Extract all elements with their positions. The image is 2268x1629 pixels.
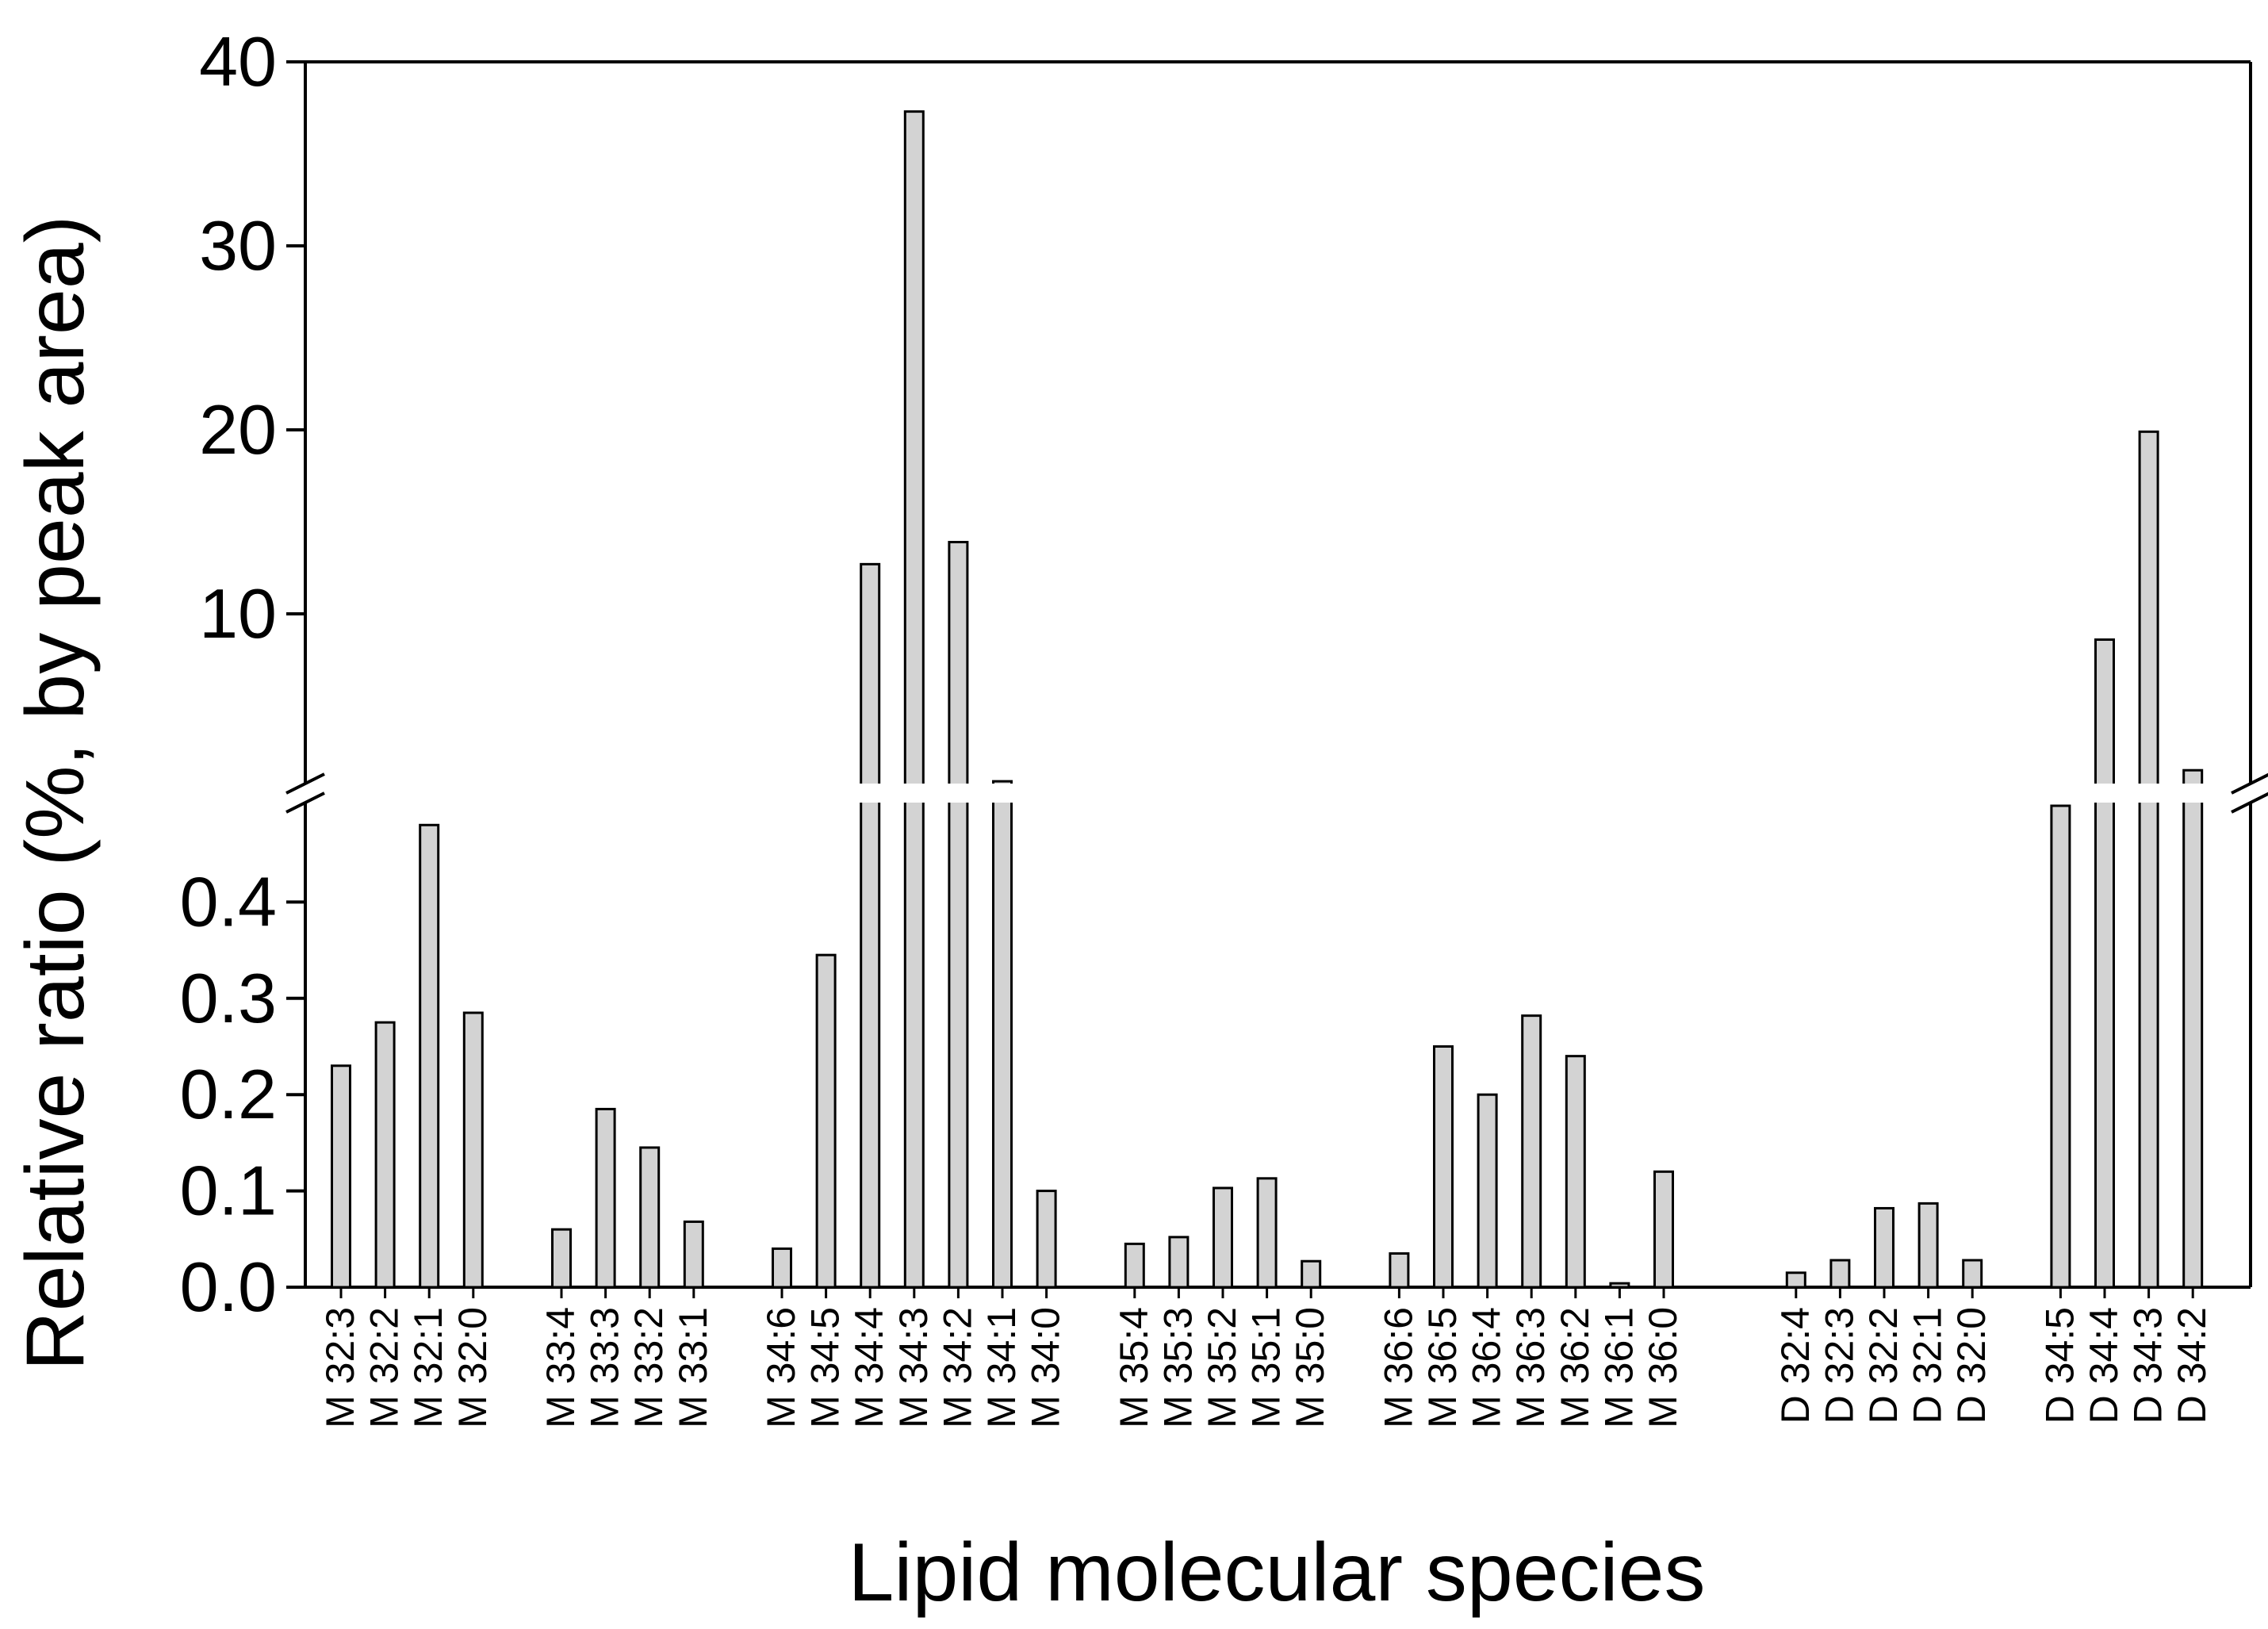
x-tick-label: M 34:6	[759, 1307, 803, 1428]
x-tick-label: D 34:4	[2082, 1307, 2126, 1424]
break-gap	[308, 784, 2247, 803]
x-tick-label: D 32:2	[1861, 1307, 1906, 1424]
x-tick-label: M 35:3	[1155, 1307, 1200, 1428]
lower-y-tick-label: 0.0	[180, 1248, 277, 1326]
bar-m-32-3	[331, 1064, 351, 1289]
bar-d-32-3	[1829, 1259, 1851, 1289]
x-tick-label: M 33:1	[671, 1307, 715, 1428]
x-tick-label: M 36:1	[1596, 1307, 1641, 1428]
bar-m-35-2	[1213, 1186, 1233, 1289]
x-tick-label: M 34:2	[935, 1307, 979, 1428]
right-break-mark	[2231, 772, 2268, 795]
bars	[331, 110, 2204, 1289]
x-tick-label: M 34:0	[1024, 1307, 1068, 1428]
y-axis-title: Relative ratio (%, by peak area)	[10, 216, 102, 1371]
bar-m-35-3	[1168, 1236, 1190, 1289]
bar-d-32-1	[1917, 1202, 1939, 1289]
x-tick-label: M 35:4	[1112, 1307, 1156, 1428]
x-tick-label: M 36:6	[1376, 1307, 1420, 1428]
x-tick-label: M 34:5	[803, 1307, 848, 1428]
left-break-mark	[285, 772, 325, 795]
x-tick-label: M 32:2	[362, 1307, 407, 1428]
left-break-mark	[285, 792, 325, 814]
bar-d-34-4	[2094, 638, 2115, 1289]
x-tick-label: M 36:2	[1553, 1307, 1597, 1428]
x-tick-label: D 34:2	[2170, 1307, 2214, 1424]
x-tick-label: D 32:4	[1773, 1307, 1818, 1424]
bar-m-33-1	[683, 1220, 704, 1289]
x-tick-label: M 35:1	[1244, 1307, 1289, 1428]
bar-d-34-5	[2050, 804, 2071, 1289]
bar-m-33-3	[595, 1107, 616, 1289]
x-tick-label: M 34:1	[979, 1307, 1024, 1428]
bar-m-34-2	[948, 541, 969, 1289]
bar-m-34-1	[992, 780, 1013, 1289]
bar-m-33-4	[551, 1228, 572, 1289]
x-tick-label: M 33:2	[626, 1307, 671, 1428]
lower-y-tick-label: 0.4	[180, 862, 277, 941]
x-tick-label: M 33:3	[583, 1307, 627, 1428]
x-tick-label: M 36:4	[1465, 1307, 1509, 1428]
x-tick-label: M 35:2	[1200, 1307, 1244, 1428]
upper-y-tick-label: 40	[199, 22, 277, 101]
upper-y-tick-label: 10	[199, 574, 277, 653]
bar-d-32-0	[1962, 1259, 1983, 1289]
x-tick-label: D 32:1	[1906, 1307, 1950, 1424]
x-tick-label: M 34:3	[891, 1307, 936, 1428]
bar-m-36-2	[1565, 1055, 1586, 1289]
lower-y-tick-label: 0.3	[180, 959, 277, 1037]
x-axis-title: Lipid molecular species	[849, 1527, 1706, 1619]
x-tick-label: D 32:0	[1949, 1307, 1994, 1424]
bar-m-36-5	[1433, 1045, 1454, 1289]
x-tick-label: M 35:0	[1288, 1307, 1332, 1428]
x-tick-labels: M 32:3 M 32:2 M 32:1 M 32:0 M 33:4 M 33:3 M 33…	[318, 1287, 2214, 1428]
bar-m-36-6	[1389, 1252, 1410, 1289]
bar-m-35-4	[1124, 1242, 1145, 1289]
bar-m-34-6	[772, 1247, 792, 1289]
bar-m-36-4	[1477, 1093, 1498, 1289]
x-tick-label: D 34:3	[2126, 1307, 2170, 1424]
y-ticks: 10 20 30 40 0.0 0.1 0.2 0.3 0.4	[180, 22, 305, 1326]
upper-y-tick-label: 30	[199, 206, 277, 285]
x-tick-label: M 36:3	[1508, 1307, 1553, 1428]
bar-m-35-0	[1301, 1259, 1322, 1289]
bar-m-34-3	[903, 110, 925, 1289]
x-tick-label: D 34:5	[2037, 1307, 2082, 1424]
lower-y-tick-label: 0.1	[180, 1152, 277, 1230]
bar-d-32-2	[1874, 1206, 1894, 1289]
x-tick-label: M 36:5	[1420, 1307, 1465, 1428]
x-tick-label: M 32:1	[406, 1307, 450, 1428]
bar-m-36-1	[1609, 1282, 1630, 1289]
bar-m-35-1	[1256, 1177, 1278, 1289]
bar-m-33-2	[639, 1146, 661, 1289]
bar-d-32-4	[1785, 1271, 1806, 1289]
x-tick-label: M 36:0	[1641, 1307, 1685, 1428]
right-break-mark	[2231, 792, 2268, 814]
plot-frame	[304, 60, 2252, 1289]
bar-m-32-0	[462, 1011, 484, 1289]
bar-m-34-4	[860, 562, 881, 1289]
bar-d-34-3	[2138, 430, 2159, 1289]
x-tick-label: M 34:4	[847, 1307, 891, 1428]
x-tick-label: M 32:0	[450, 1307, 495, 1428]
bar-d-34-2	[2182, 769, 2204, 1289]
bar-m-36-3	[1521, 1014, 1542, 1289]
x-tick-label: D 32:3	[1817, 1307, 1861, 1424]
bar-m-32-1	[419, 823, 440, 1289]
x-tick-label: M 32:3	[318, 1307, 362, 1428]
upper-y-tick-label: 20	[199, 390, 277, 469]
lower-y-tick-label: 0.2	[180, 1055, 277, 1133]
axis-break	[282, 772, 2268, 814]
bar-m-36-0	[1653, 1170, 1674, 1289]
bar-m-34-5	[815, 953, 837, 1289]
x-tick-label: M 33:4	[538, 1307, 583, 1428]
bar-m-32-2	[374, 1021, 396, 1289]
bar-m-34-0	[1036, 1190, 1057, 1289]
